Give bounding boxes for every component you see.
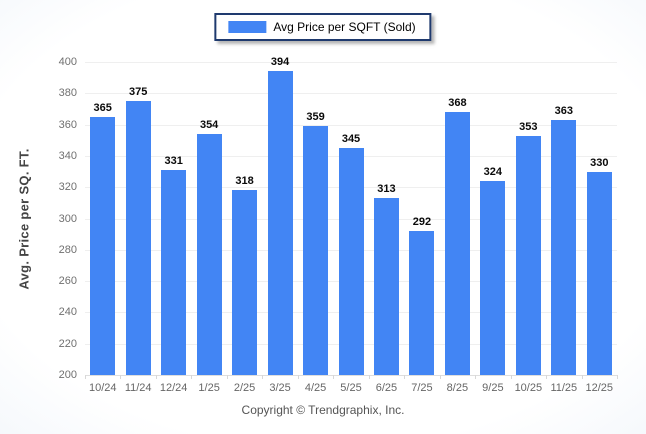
x-category-label: 12/24 <box>159 382 188 394</box>
y-tick-label: 400 <box>58 56 77 68</box>
y-tick-label: 340 <box>58 149 77 162</box>
y-tick-label: 240 <box>58 306 77 319</box>
x-category-label: 10/24 <box>88 382 117 394</box>
x-category-label: 8/25 <box>446 382 469 394</box>
bar-value-label: 363 <box>554 104 573 117</box>
bar-1/25[interactable] <box>196 134 222 375</box>
bar-value-label: 345 <box>341 133 361 146</box>
x-tick-mark <box>333 375 335 379</box>
bar-value-label: 354 <box>199 118 219 131</box>
y-tick-label: 280 <box>58 243 77 256</box>
bar-value-label: 365 <box>93 101 112 114</box>
bar-value-label: 353 <box>519 120 538 133</box>
copyright-text: Copyright © Trendgraphix, Inc. <box>241 403 405 417</box>
bar-12/24[interactable] <box>161 170 187 375</box>
bar-value-label: 331 <box>164 154 183 167</box>
bar-value-label: 318 <box>235 175 254 188</box>
x-tick-mark <box>262 375 264 379</box>
x-tick-mark <box>85 375 86 379</box>
bar-2/25[interactable] <box>232 190 258 375</box>
x-category-label: 6/25 <box>375 382 398 394</box>
y-tick-label: 360 <box>58 118 77 131</box>
bar-10/24[interactable] <box>90 116 116 375</box>
y-axis-title: Avg. Price per SQ. FT. <box>16 148 32 290</box>
bar-value-label: 368 <box>448 97 467 110</box>
bar-value-label: 292 <box>412 216 432 229</box>
y-tick-label: 320 <box>58 181 77 194</box>
gridline-400 <box>85 62 617 63</box>
y-tick-label: 200 <box>58 369 77 381</box>
y-tick-label: 380 <box>58 87 77 100</box>
gridline-380 <box>85 93 617 95</box>
x-tick-mark <box>439 375 441 379</box>
bar-value-label: 324 <box>483 165 503 178</box>
gridline-360 <box>85 124 617 126</box>
bar-4/25[interactable] <box>303 126 329 375</box>
y-tick-label: 260 <box>58 275 77 288</box>
bar-11/24[interactable] <box>125 101 151 375</box>
bar-5/25[interactable] <box>338 148 364 375</box>
y-tick-label: 220 <box>58 337 77 350</box>
y-tick-label: 300 <box>58 212 77 225</box>
bar-7/25[interactable] <box>409 231 435 375</box>
x-category-label: 11/25 <box>550 382 578 394</box>
legend-label: Avg Price per SQFT (Sold) <box>273 20 416 34</box>
bar-value-label: 375 <box>129 86 148 99</box>
bar-3/25[interactable] <box>267 71 293 375</box>
gridline-200 <box>85 375 617 376</box>
x-tick-mark <box>368 375 370 379</box>
legend[interactable]: Avg Price per SQFT (Sold) <box>214 13 432 41</box>
bar-12/25[interactable] <box>586 171 612 375</box>
x-tick-mark <box>120 375 122 379</box>
x-category-label: 12/25 <box>585 382 614 394</box>
bar-8/25[interactable] <box>444 112 470 375</box>
x-tick-mark <box>546 375 548 379</box>
x-tick-mark <box>297 375 299 379</box>
x-tick-mark <box>155 375 157 379</box>
bar-10/25[interactable] <box>515 135 541 375</box>
x-category-label: 1/25 <box>198 382 220 394</box>
x-category-label: 3/25 <box>269 382 291 394</box>
plot-area: 200 220 240 260 280 300 320 340 360 380 400 365 10/2… <box>59 56 618 394</box>
bar-value-label: 359 <box>306 111 325 124</box>
x-tick-mark <box>475 375 477 379</box>
x-category-label: 11/24 <box>124 382 152 394</box>
x-category-label: 4/25 <box>304 382 327 394</box>
legend-swatch <box>228 21 267 33</box>
bar-11/25[interactable] <box>551 119 577 375</box>
x-tick-mark <box>404 375 406 379</box>
x-category-label: 5/25 <box>340 382 362 394</box>
x-tick-mark <box>191 375 193 379</box>
bar-value-label: 313 <box>377 183 396 196</box>
x-tick-mark <box>617 375 618 379</box>
x-category-label: 7/25 <box>411 382 433 394</box>
x-tick-mark <box>510 375 512 379</box>
bar-6/25[interactable] <box>373 198 399 375</box>
bar-value-label: 330 <box>590 156 609 169</box>
x-tick-mark <box>581 375 583 379</box>
x-tick-mark <box>226 375 228 379</box>
bar-value-label: 394 <box>270 56 290 69</box>
x-category-label: 2/25 <box>233 382 256 394</box>
x-category-label: 9/25 <box>482 382 504 394</box>
x-category-label: 10/25 <box>514 382 543 394</box>
bar-9/25[interactable] <box>480 180 506 375</box>
